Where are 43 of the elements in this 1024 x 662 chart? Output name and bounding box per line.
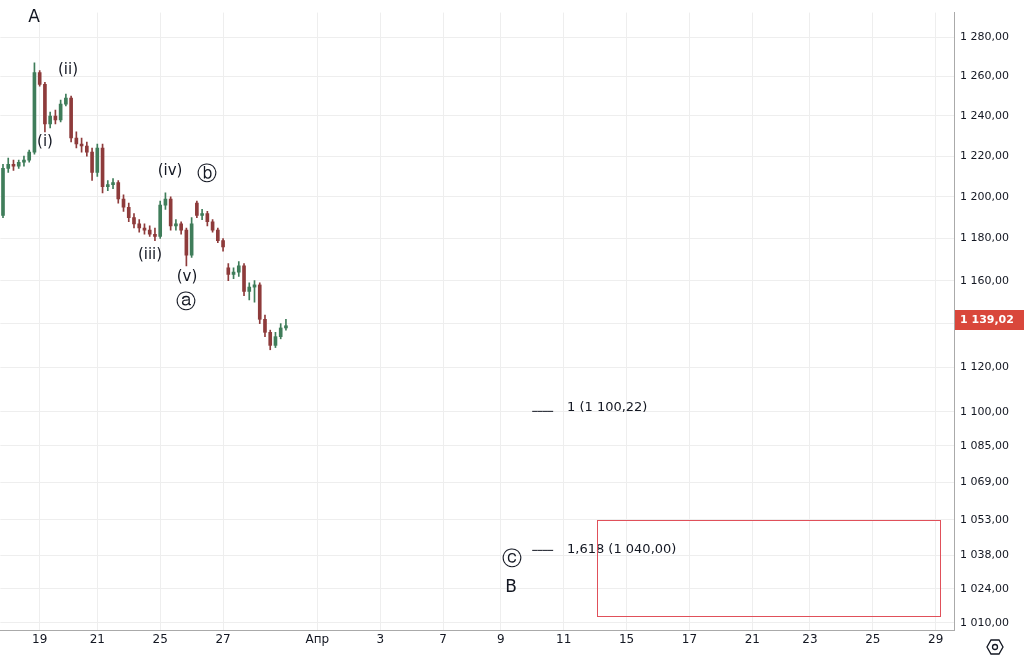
x-tick-label: 17 bbox=[681, 632, 698, 647]
annotation: (i) bbox=[37, 131, 53, 150]
y-tick-label: 1 038,00 bbox=[960, 547, 1009, 561]
y-tick-label: 1 053,00 bbox=[960, 512, 1009, 526]
annotation: ⓒ bbox=[502, 546, 522, 571]
annotation: (ii) bbox=[57, 59, 79, 78]
annotation: (iii) bbox=[137, 244, 163, 263]
x-tick-label: 23 bbox=[802, 632, 818, 647]
y-tick-label: 1 260,00 bbox=[960, 69, 1009, 83]
x-tick-label: 9 bbox=[496, 632, 505, 647]
y-tick-label: 1 200,00 bbox=[960, 189, 1009, 203]
x-tick-label: 11 bbox=[556, 632, 572, 647]
x-tick-label: 7 bbox=[439, 632, 447, 647]
y-tick-label: 1 120,00 bbox=[960, 360, 1009, 374]
x-tick-label: 19 bbox=[32, 632, 48, 647]
x-tick-label: 15 bbox=[618, 632, 635, 647]
y-tick-label: 1 100,00 bbox=[960, 404, 1009, 418]
y-tick-label: 1 069,00 bbox=[960, 475, 1009, 489]
annotation: (iv) bbox=[157, 160, 183, 179]
x-tick-label: 29 bbox=[928, 632, 944, 647]
x-tick-label: 3 bbox=[376, 632, 385, 647]
x-tick-label: 25 bbox=[152, 632, 168, 647]
text: 1 139,02 bbox=[960, 312, 1014, 326]
y-tick-label: 1 024,00 bbox=[960, 581, 1009, 595]
annotation: A bbox=[28, 6, 41, 27]
x-tick-label: 21 bbox=[744, 632, 760, 647]
annotation: B bbox=[505, 576, 517, 597]
y-tick-label: 1 085,00 bbox=[960, 438, 1009, 452]
annotation: 1 (1 100,22) bbox=[567, 399, 648, 415]
x-tick-label: 25 bbox=[865, 632, 881, 647]
y-tick-label: 1 280,00 bbox=[960, 30, 1009, 44]
x-tick-label: 21 bbox=[89, 632, 105, 647]
y-tick-label: 1 220,00 bbox=[960, 148, 1009, 162]
x-tick-label: Апр bbox=[305, 632, 330, 647]
annotation: ⓑ bbox=[197, 161, 217, 186]
x-tick-label: 27 bbox=[215, 632, 231, 647]
candlestick bbox=[247, 282, 252, 301]
annotation: ⓐ bbox=[176, 289, 196, 314]
y-tick-label: 1 160,00 bbox=[960, 273, 1009, 287]
y-tick-label: 1 010,00 bbox=[960, 615, 1009, 629]
annotation: (v) bbox=[176, 266, 198, 285]
y-tick-label: 1 180,00 bbox=[960, 231, 1009, 245]
y-tick-label: 1 240,00 bbox=[960, 108, 1009, 122]
